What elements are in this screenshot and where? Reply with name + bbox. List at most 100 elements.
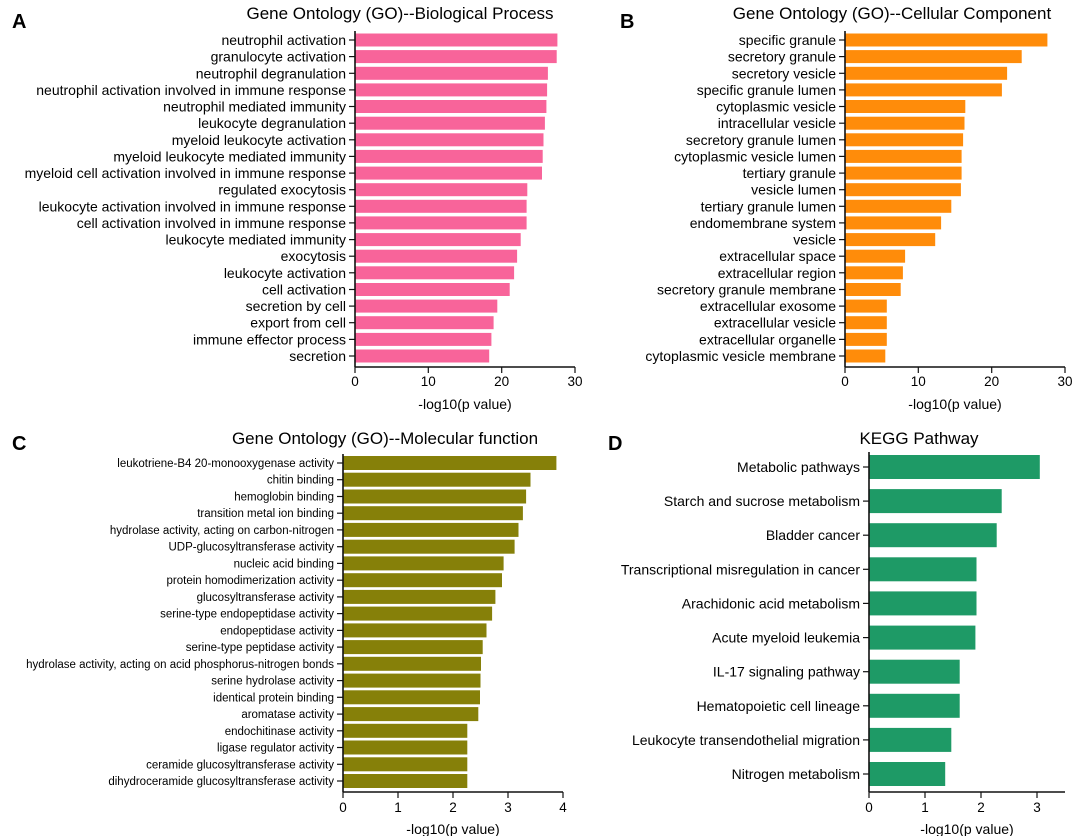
chart-title-d: KEGG Pathway	[859, 429, 979, 448]
bar-c	[343, 673, 481, 688]
bar-c	[343, 489, 527, 504]
x-tick-label-b: 10	[911, 374, 926, 389]
category-label-b: extracellular vesicle	[714, 315, 836, 331]
category-label-c: transition metal ion binding	[197, 508, 334, 520]
bar-c	[343, 640, 483, 655]
category-label-a: secretion by cell	[246, 298, 346, 314]
x-tick-label-b: 0	[841, 374, 849, 389]
bar-b	[845, 100, 966, 113]
category-label-d: Bladder cancer	[766, 527, 861, 543]
bar-b	[845, 83, 1002, 97]
category-label-b: cytoplasmic vesicle membrane	[645, 348, 836, 364]
panel-label-d: D	[608, 433, 622, 455]
bar-a	[355, 199, 527, 213]
bar-d	[869, 523, 997, 548]
bar-a	[355, 249, 518, 263]
category-label-c: endopeptidase activity	[220, 625, 334, 637]
category-label-b: tertiary granule	[743, 165, 837, 181]
category-label-d: Transcriptional misregulation in cancer	[621, 561, 860, 577]
category-label-d: IL-17 signaling pathway	[713, 664, 860, 680]
x-tick-label-c: 0	[339, 800, 347, 815]
x-axis-title-c: -log10(p value)	[406, 821, 499, 836]
bar-c	[343, 774, 468, 788]
bar-c	[343, 623, 487, 638]
category-label-a: myeloid leukocyte activation	[172, 132, 346, 148]
category-label-a: neutrophil mediated immunity	[163, 99, 346, 115]
category-label-a: exocytosis	[281, 248, 346, 264]
bar-a	[355, 283, 510, 296]
bar-c	[343, 573, 502, 588]
bar-b	[845, 33, 1048, 47]
bar-c	[343, 707, 479, 722]
category-label-c: leukotriene-B4 20-monooxygenase activity	[117, 458, 334, 470]
bar-d	[869, 625, 976, 650]
bar-c	[343, 539, 515, 554]
panel-label-b: B	[620, 11, 634, 33]
category-label-c: ceramide glucosyltransferase activity	[146, 759, 334, 771]
bar-d	[869, 693, 960, 718]
category-label-b: endomembrane system	[690, 215, 836, 231]
category-label-b: intracellular vesicle	[718, 115, 836, 131]
bar-d	[869, 455, 1040, 479]
bar-b	[845, 166, 962, 180]
bar-b	[845, 233, 936, 247]
category-label-b: specific granule lumen	[697, 82, 836, 98]
category-label-c: dihydroceramide glucosyltransferase acti…	[108, 776, 334, 788]
chart-title-b: Gene Ontology (GO)--Cellular Component	[733, 4, 1052, 23]
category-label-d: Leukocyte transendothelial migration	[632, 732, 860, 748]
x-tick-label-a: 20	[494, 374, 509, 389]
bar-c	[343, 723, 468, 738]
category-label-c: ligase regulator activity	[217, 743, 334, 755]
panel-label-c: C	[12, 433, 26, 455]
category-label-c: glucosyltransferase activity	[197, 592, 335, 604]
bar-b	[845, 332, 887, 346]
category-label-a: leukocyte mediated immunity	[165, 232, 346, 248]
category-label-b: extracellular organelle	[699, 331, 836, 347]
category-label-b: secretory granule	[728, 49, 836, 65]
bar-c	[343, 656, 481, 671]
bar-b	[845, 199, 952, 213]
bar-a	[355, 166, 542, 180]
category-label-b: secretory vesicle	[732, 65, 836, 81]
x-axis-title-d: -log10(p value)	[920, 821, 1013, 836]
category-label-b: vesicle lumen	[751, 182, 836, 198]
bar-a	[355, 183, 528, 197]
category-label-a: neutrophil degranulation	[196, 65, 346, 81]
x-axis-title-a: -log10(p value)	[418, 396, 511, 412]
chart-title-a: Gene Ontology (GO)--Biological Process	[246, 4, 553, 23]
category-label-c: nucleic acid binding	[234, 558, 334, 570]
bar-a	[355, 66, 548, 80]
category-label-b: secretory granule lumen	[686, 132, 836, 148]
category-label-c: protein homodimerization activity	[167, 575, 335, 587]
x-tick-label-d: 2	[977, 800, 985, 815]
category-label-a: leukocyte degranulation	[198, 115, 346, 131]
bar-a	[355, 33, 558, 47]
bar-a	[355, 149, 543, 163]
bar-c	[343, 589, 496, 604]
category-label-b: extracellular region	[718, 265, 836, 281]
x-tick-label-a: 30	[567, 374, 582, 389]
category-label-b: specific granule	[739, 32, 836, 48]
bar-a	[355, 83, 548, 97]
category-label-a: myeloid leukocyte mediated immunity	[113, 148, 346, 164]
bar-b	[845, 133, 964, 147]
bar-d	[869, 727, 952, 752]
bar-b	[845, 299, 887, 313]
category-label-c: UDP-glucosyltransferase activity	[168, 542, 334, 554]
chart-title-c: Gene Ontology (GO)--Molecular function	[232, 429, 538, 448]
bar-a	[355, 50, 557, 64]
category-label-c: hemoglobin binding	[234, 492, 334, 504]
x-tick-label-c: 4	[559, 800, 567, 815]
category-label-a: neutrophil activation	[221, 32, 346, 48]
bar-a	[355, 332, 492, 346]
category-label-c: hydrolase activity, acting on acid phosp…	[26, 659, 334, 671]
category-label-a: leukocyte activation	[224, 265, 346, 281]
category-label-c: serine hydrolase activity	[211, 676, 334, 688]
x-tick-label-b: 30	[1057, 374, 1072, 389]
bar-b	[845, 266, 903, 280]
bar-b	[845, 216, 942, 230]
bar-b	[845, 283, 901, 296]
bar-a	[355, 349, 490, 363]
x-tick-label-a: 10	[421, 374, 436, 389]
